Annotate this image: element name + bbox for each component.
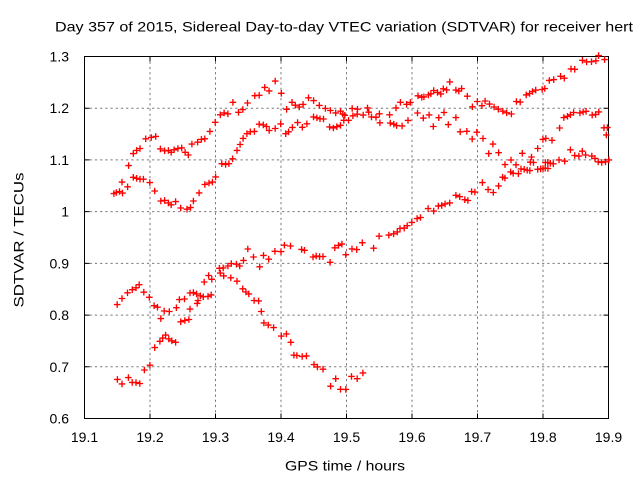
- svg-text:19.8: 19.8: [529, 429, 556, 445]
- svg-text:0.7: 0.7: [50, 359, 70, 375]
- svg-text:19.2: 19.2: [136, 429, 163, 445]
- svg-text:19.5: 19.5: [333, 429, 360, 445]
- svg-text:0.8: 0.8: [50, 307, 70, 323]
- svg-text:0.9: 0.9: [50, 255, 70, 271]
- svg-text:Day 357 of 2015, Sidereal Day-: Day 357 of 2015, Sidereal Day-to-day VTE…: [55, 19, 633, 35]
- svg-text:GPS time / hours: GPS time / hours: [285, 458, 405, 474]
- svg-text:1: 1: [61, 204, 69, 220]
- svg-text:19.6: 19.6: [398, 429, 425, 445]
- svg-text:1.2: 1.2: [50, 100, 70, 116]
- svg-text:SDTVAR / TECUs: SDTVAR / TECUs: [11, 173, 27, 308]
- svg-text:19.3: 19.3: [202, 429, 229, 445]
- svg-text:0.6: 0.6: [50, 411, 70, 427]
- svg-text:1.1: 1.1: [50, 152, 70, 168]
- svg-text:19.9: 19.9: [595, 429, 622, 445]
- svg-text:19.7: 19.7: [464, 429, 491, 445]
- svg-text:19.1: 19.1: [71, 429, 98, 445]
- svg-text:1.3: 1.3: [50, 49, 70, 65]
- svg-text:19.4: 19.4: [267, 429, 294, 445]
